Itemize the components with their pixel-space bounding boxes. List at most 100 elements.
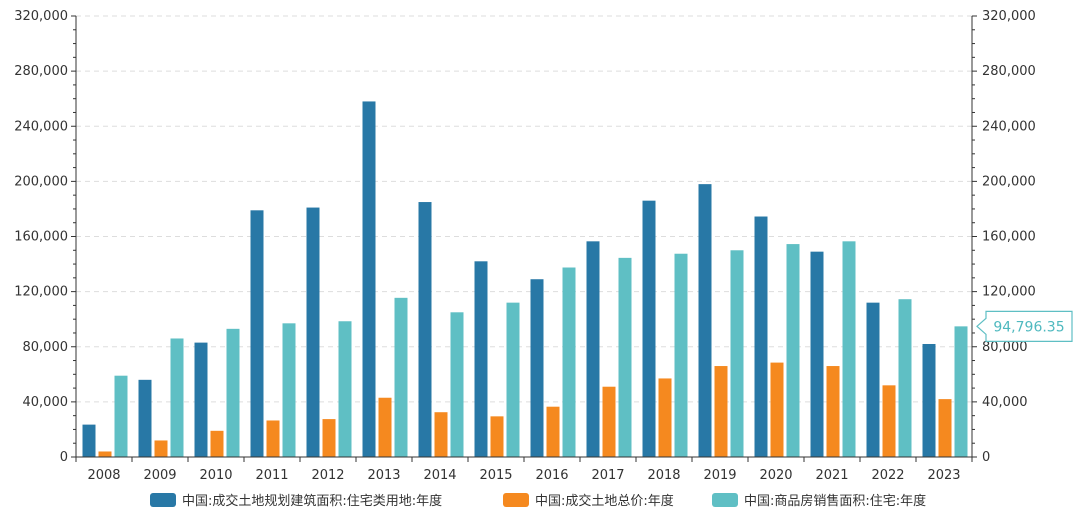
bar-series-3	[226, 328, 240, 457]
legend-label: 中国:商品房销售面积:住宅:年度	[744, 493, 926, 509]
x-tick-label: 2015	[479, 468, 512, 483]
y-tick-label-left: 40,000	[23, 395, 69, 410]
y-tick-label-right: 280,000	[982, 64, 1036, 79]
bar-series-1	[922, 343, 936, 457]
value-callout: 94,796.35	[976, 310, 1073, 342]
bar-series-2	[322, 419, 336, 457]
bar-series-1	[250, 210, 264, 457]
bar-series-1	[306, 207, 320, 457]
x-tick-label: 2021	[815, 468, 848, 483]
x-tick-label: 2019	[703, 468, 736, 483]
bar-series-2	[938, 399, 952, 457]
bar-series-2	[210, 430, 224, 457]
bar-series-2	[490, 416, 504, 457]
bar-series-3	[954, 326, 968, 457]
bar-series-2	[714, 366, 728, 457]
y-tick-label-left: 120,000	[14, 285, 68, 300]
x-tick-labels: 2008 2009 2010 2011 2012 2013 2014 2015 2016 2017…	[87, 468, 960, 483]
bar-series-3	[618, 257, 632, 457]
y-tick-label-right: 40,000	[982, 395, 1028, 410]
bar-series-1	[82, 424, 96, 457]
bar-series-1	[754, 216, 768, 457]
bar-series-2	[658, 378, 672, 457]
bar-series-1	[530, 279, 544, 457]
bar-series-2	[98, 451, 112, 457]
x-tick-label: 2018	[647, 468, 680, 483]
bar-series-2	[434, 412, 448, 457]
bar-series-2	[770, 362, 784, 457]
y-tick-label-right: 0	[982, 450, 990, 465]
bar-series-3	[114, 375, 128, 457]
left-y-tick-labels: 0 40,000 80,000 120,000 160,000 200,000 240,00…	[14, 9, 68, 465]
y-tick-label-left: 280,000	[14, 64, 68, 79]
x-tick-label: 2010	[199, 468, 232, 483]
right-y-tick-labels: 0 40,000 80,000 120,000 160,000 200,000 240,00…	[982, 9, 1036, 465]
bar-series-2	[266, 420, 280, 457]
y-tick-label-left: 320,000	[14, 9, 68, 24]
x-tick-label: 2023	[927, 468, 960, 483]
x-tick-label: 2013	[367, 468, 400, 483]
y-tick-label-right: 160,000	[982, 230, 1036, 245]
bar-series-2	[154, 440, 168, 457]
x-tick-label: 2022	[871, 468, 904, 483]
bar-series-1	[418, 202, 432, 457]
y-tick-label-left: 160,000	[14, 230, 68, 245]
y-tick-label-left: 80,000	[23, 340, 69, 355]
y-tick-label-right: 120,000	[982, 285, 1036, 300]
bar-series-3	[282, 323, 296, 457]
y-tick-label-right: 240,000	[982, 119, 1036, 134]
bar-series-1	[810, 251, 824, 457]
bar-series-1	[866, 302, 880, 457]
bar-series-3	[450, 312, 464, 457]
bar-series-2	[546, 406, 560, 457]
bar-series-2	[882, 385, 896, 457]
legend-swatch	[503, 493, 529, 507]
bar-series-3	[170, 338, 184, 457]
y-tick-label-right: 80,000	[982, 340, 1028, 355]
bar-series-2	[826, 366, 840, 457]
y-tick-label-right: 200,000	[982, 174, 1036, 189]
bar-series-2	[602, 386, 616, 457]
bars	[82, 101, 968, 457]
x-tick-label: 2011	[255, 468, 288, 483]
y-tick-label-left: 0	[60, 450, 68, 465]
callout-label: 94,796.35	[993, 319, 1064, 335]
y-tick-label-left: 200,000	[14, 174, 68, 189]
y-tick-label-left: 240,000	[14, 119, 68, 134]
gridlines	[76, 15, 972, 403]
bar-series-1	[138, 379, 152, 457]
bar-series-2	[378, 397, 392, 457]
x-tick-label: 2014	[423, 468, 456, 483]
bar-series-1	[642, 200, 656, 457]
bar-series-3	[842, 241, 856, 457]
x-tick-label: 2016	[535, 468, 568, 483]
bar-series-3	[562, 267, 576, 457]
bar-series-1	[362, 101, 376, 457]
y-tick-label-right: 320,000	[982, 9, 1036, 24]
legend-label: 中国:成交土地总价:年度	[535, 493, 674, 509]
x-tick-label: 2020	[759, 468, 792, 483]
legend-swatch	[150, 493, 176, 507]
x-tick-label: 2017	[591, 468, 624, 483]
x-tick-label: 2009	[143, 468, 176, 483]
bar-series-3	[338, 321, 352, 457]
bar-series-1	[474, 261, 488, 457]
legend-label: 中国:成交土地规划建筑面积:住宅类用地:年度	[182, 493, 442, 509]
bar-series-1	[698, 184, 712, 457]
bar-series-3	[506, 302, 520, 457]
bar-series-1	[194, 342, 208, 457]
bar-series-3	[898, 299, 912, 457]
bar-series-1	[586, 241, 600, 457]
x-tick-label: 2012	[311, 468, 344, 483]
bar-series-3	[730, 250, 744, 457]
callout-box	[976, 310, 1073, 342]
legend-swatch	[712, 493, 738, 507]
bar-series-3	[786, 244, 800, 457]
x-tick-label: 2008	[87, 468, 120, 483]
legend: 中国:成交土地规划建筑面积:住宅类用地:年度 中国:成交土地总价:年度 中国:商品房…	[150, 493, 926, 509]
bar-series-3	[674, 253, 688, 457]
bar-series-3	[394, 297, 408, 457]
axes	[71, 15, 977, 462]
